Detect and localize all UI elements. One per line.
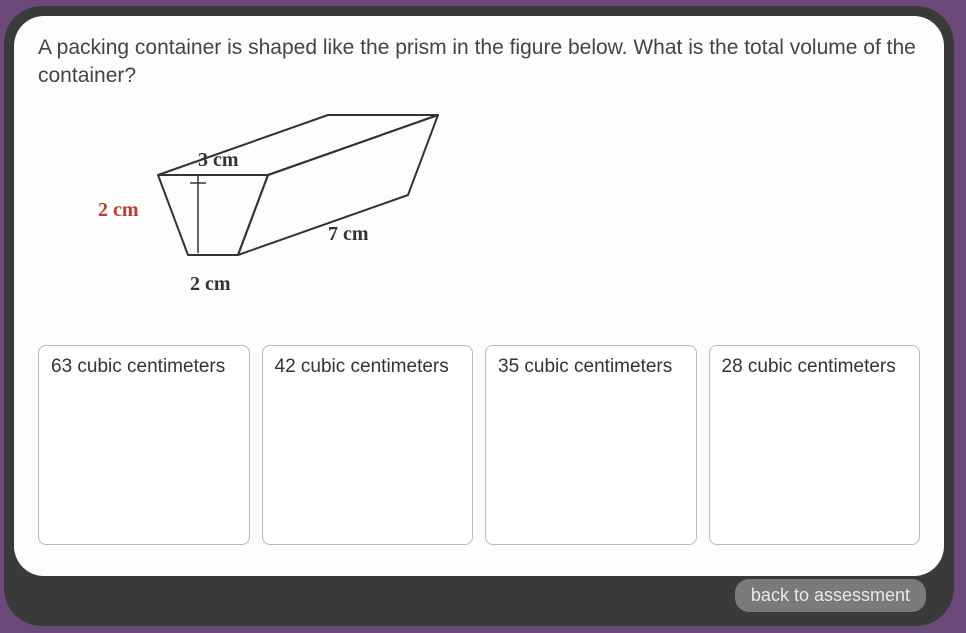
dim-label-left: 2 cm	[98, 199, 139, 222]
question-text: A packing container is shaped like the p…	[38, 34, 920, 91]
dim-label-right: 7 cm	[328, 223, 369, 246]
quiz-panel: A packing container is shaped like the p…	[14, 16, 944, 576]
dim-label-top: 3 cm	[198, 149, 239, 172]
answer-option[interactable]: 42 cubic centimeters	[262, 345, 474, 545]
answer-option[interactable]: 28 cubic centimeters	[709, 345, 921, 545]
back-to-assessment-button[interactable]: back to assessment	[735, 579, 926, 612]
answer-option[interactable]: 63 cubic centimeters	[38, 345, 250, 545]
answer-option[interactable]: 35 cubic centimeters	[485, 345, 697, 545]
quiz-frame: A packing container is shaped like the p…	[4, 6, 954, 626]
dim-label-bottom: 2 cm	[190, 273, 231, 296]
answer-row: 63 cubic centimeters 42 cubic centimeter…	[38, 345, 920, 545]
prism-figure: 3 cm 2 cm 7 cm 2 cm	[68, 105, 920, 335]
